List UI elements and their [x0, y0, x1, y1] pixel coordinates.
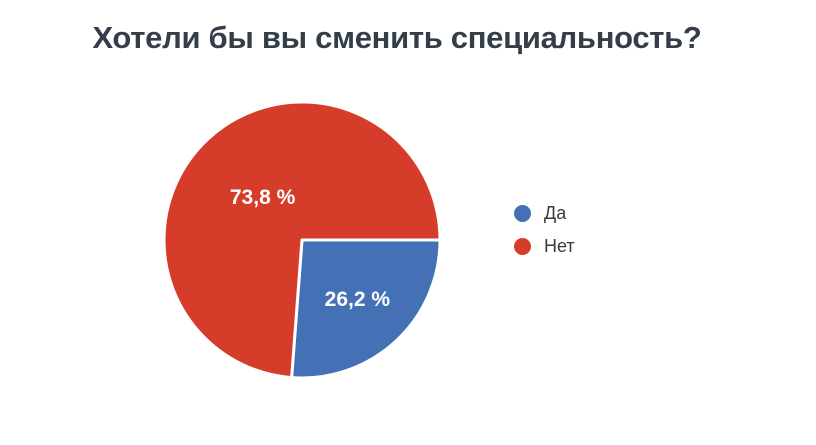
legend-marker-no [514, 237, 531, 255]
pie-slice-0 [290, 238, 442, 380]
legend: Да Нет [514, 203, 575, 269]
legend-item-no: Нет [514, 236, 575, 256]
pie-slice-1 [162, 100, 442, 380]
slice-percentage-label: 26,2 % [324, 287, 391, 311]
chart-title: Хотели бы вы сменить специальность? [92, 20, 702, 55]
legend-label-yes: Да [544, 202, 567, 223]
legend-label-no: Нет [544, 235, 575, 256]
legend-item-yes: Да [514, 203, 575, 223]
legend-marker-yes [514, 204, 531, 222]
slice-percentage-label: 73,8 % [229, 185, 296, 209]
